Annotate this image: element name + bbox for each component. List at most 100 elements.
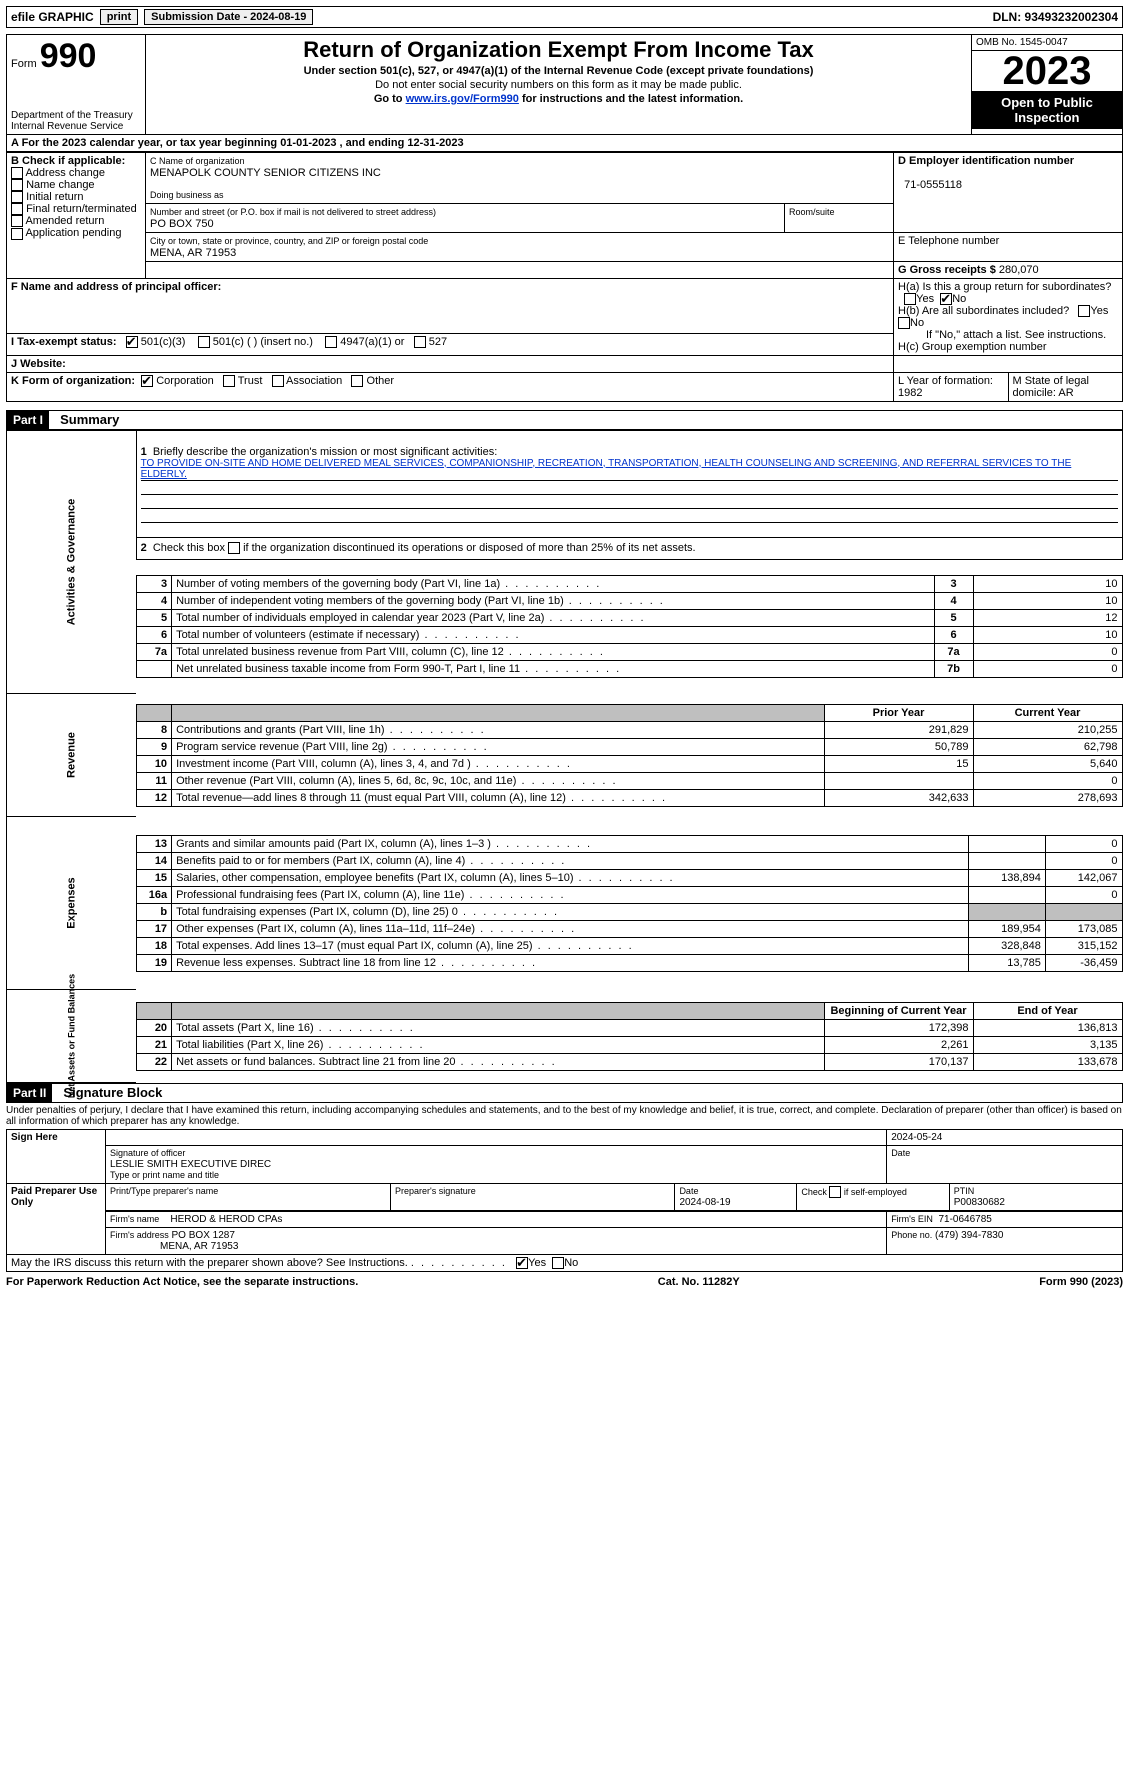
firm-ein: 71-0646785	[938, 1214, 991, 1225]
l-4947: 4947(a)(1) or	[340, 336, 404, 348]
header-info-block: B Check if applicable: Address change Na…	[6, 152, 1123, 402]
irs-link[interactable]: www.irs.gov/Form990	[406, 93, 519, 105]
box-j-label: J Website:	[11, 358, 66, 370]
form-title: Return of Organization Exempt From Incom…	[150, 37, 967, 63]
goto-line: Go to www.irs.gov/Form990 for instructio…	[150, 93, 967, 105]
cb-527[interactable]	[414, 336, 426, 348]
sign-date: 2024-05-24	[887, 1130, 1123, 1146]
irs-label: Internal Revenue Service	[11, 121, 141, 132]
goto-post: for instructions and the latest informat…	[519, 93, 743, 105]
checkbox-amended[interactable]	[11, 215, 23, 227]
l-assoc: Association	[286, 375, 342, 387]
street-label: Number and street (or P.O. box if mail i…	[150, 207, 436, 217]
cb-501c3[interactable]	[126, 336, 138, 348]
part1-bar: Part I Summary	[6, 410, 1123, 430]
hb-yes[interactable]	[1078, 305, 1090, 317]
prep-date: 2024-08-19	[679, 1197, 730, 1208]
gross-receipts: 280,070	[999, 264, 1039, 276]
side-rev: Revenue	[66, 692, 78, 819]
dln: DLN: 93493232002304	[993, 10, 1118, 24]
prep-date-label: Date	[679, 1186, 698, 1196]
hb-no[interactable]	[898, 317, 910, 329]
box-c-label: C Name of organization	[150, 156, 245, 166]
yes2: Yes	[1090, 305, 1108, 317]
perjury-text: Under penalties of perjury, I declare th…	[6, 1103, 1123, 1129]
open-inspection: Open to Public Inspection	[972, 91, 1122, 129]
ha-yes[interactable]	[904, 293, 916, 305]
ptin-label: PTIN	[954, 1186, 975, 1196]
box-d-label: D Employer identification number	[898, 155, 1074, 167]
discuss-yes[interactable]	[516, 1257, 528, 1269]
dba-label: Doing business as	[150, 190, 224, 200]
label-final-return: Final return/terminated	[26, 203, 137, 215]
phone-label: Phone no.	[891, 1230, 932, 1240]
box-e-label: E Telephone number	[898, 235, 999, 247]
efile-label: efile GRAPHIC	[11, 10, 94, 24]
box-g-label: G Gross receipts $	[898, 264, 996, 276]
box-i-label: I Tax-exempt status:	[11, 336, 117, 348]
topbar: efile GRAPHIC print Submission Date - 20…	[6, 6, 1123, 28]
mission-text: TO PROVIDE ON-SITE AND HOME DELIVERED ME…	[141, 458, 1118, 481]
yes: Yes	[916, 293, 934, 305]
label-name-change: Name change	[26, 179, 95, 191]
form-header: Form 990 Department of the Treasury Inte…	[6, 34, 1123, 135]
prep-sig-label: Preparer's signature	[395, 1186, 476, 1196]
part2-tag: Part II	[7, 1084, 52, 1102]
checkbox-name-change[interactable]	[11, 179, 23, 191]
footer: For Paperwork Reduction Act Notice, see …	[6, 1276, 1123, 1288]
mission-label: Briefly describe the organization's miss…	[153, 446, 497, 458]
l-corp: Corporation	[156, 375, 213, 387]
a-line: A For the 2023 calendar year, or tax yea…	[6, 135, 1123, 152]
side-exp: Expenses	[66, 840, 78, 967]
city: MENA, AR 71953	[150, 247, 236, 259]
no: No	[952, 293, 966, 305]
cb-self-employed[interactable]	[829, 1186, 841, 1198]
cb-501c[interactable]	[198, 336, 210, 348]
label-app-pending: Application pending	[25, 227, 121, 239]
cb-assoc[interactable]	[272, 375, 284, 387]
ha-no[interactable]	[940, 293, 952, 305]
summary-body: Activities & Governance 1 Briefly descri…	[6, 430, 1123, 1083]
tax-year: 2023	[972, 51, 1122, 91]
checkbox-initial-return[interactable]	[11, 191, 23, 203]
l-501c: 501(c) ( ) (insert no.)	[213, 336, 313, 348]
form-label: Form	[11, 58, 37, 70]
firm-name: HEROD & HEROD CPAs	[170, 1214, 282, 1225]
h-c: H(c) Group exemption number	[898, 341, 1118, 353]
cb-discontinued[interactable]	[228, 542, 240, 554]
under-section: Under section 501(c), 527, or 4947(a)(1)…	[150, 65, 967, 77]
cb-trust[interactable]	[223, 375, 235, 387]
footer-mid: Cat. No. 11282Y	[658, 1276, 740, 1288]
checkbox-address-change[interactable]	[11, 167, 23, 179]
dept-treasury: Department of the Treasury	[11, 110, 141, 121]
box-m-label: M State of legal domicile:	[1013, 375, 1089, 399]
check-self: Check if self-employed	[801, 1187, 907, 1197]
discuss-no[interactable]	[552, 1257, 564, 1269]
box-f-label: F Name and address of principal officer:	[11, 281, 221, 293]
no-ssn: Do not enter social security numbers on …	[150, 79, 967, 91]
cb-corp[interactable]	[141, 375, 153, 387]
print-button[interactable]: print	[100, 9, 138, 25]
label-address-change: Address change	[25, 167, 105, 179]
footer-left: For Paperwork Reduction Act Notice, see …	[6, 1276, 358, 1288]
checkbox-final-return[interactable]	[11, 203, 23, 215]
label-amended: Amended return	[25, 215, 104, 227]
no2: No	[910, 317, 924, 329]
part1-title: Summary	[52, 412, 119, 427]
l-527: 527	[429, 336, 447, 348]
l-501c3: 501(c)(3)	[141, 336, 186, 348]
paid-preparer: Paid Preparer Use Only	[7, 1184, 106, 1255]
footer-right: Form 990 (2023)	[1039, 1276, 1123, 1288]
city-label: City or town, state or province, country…	[150, 236, 428, 246]
form-number: 990	[40, 37, 97, 75]
l-trust: Trust	[238, 375, 263, 387]
legal-domicile: AR	[1058, 387, 1073, 399]
cb-other[interactable]	[351, 375, 363, 387]
exp-rows-table: 13 Grants and similar amounts paid (Part…	[136, 835, 1122, 972]
h-a: H(a) Is this a group return for subordin…	[898, 281, 1111, 293]
gov-rows-table: 3 Number of voting members of the govern…	[136, 575, 1122, 678]
checkbox-app-pending[interactable]	[11, 228, 23, 240]
officer-name: LESLIE SMITH EXECUTIVE DIREC	[110, 1159, 271, 1170]
cb-4947[interactable]	[325, 336, 337, 348]
net-rows-table: Beginning of Current Year End of Year20 …	[136, 1002, 1122, 1071]
